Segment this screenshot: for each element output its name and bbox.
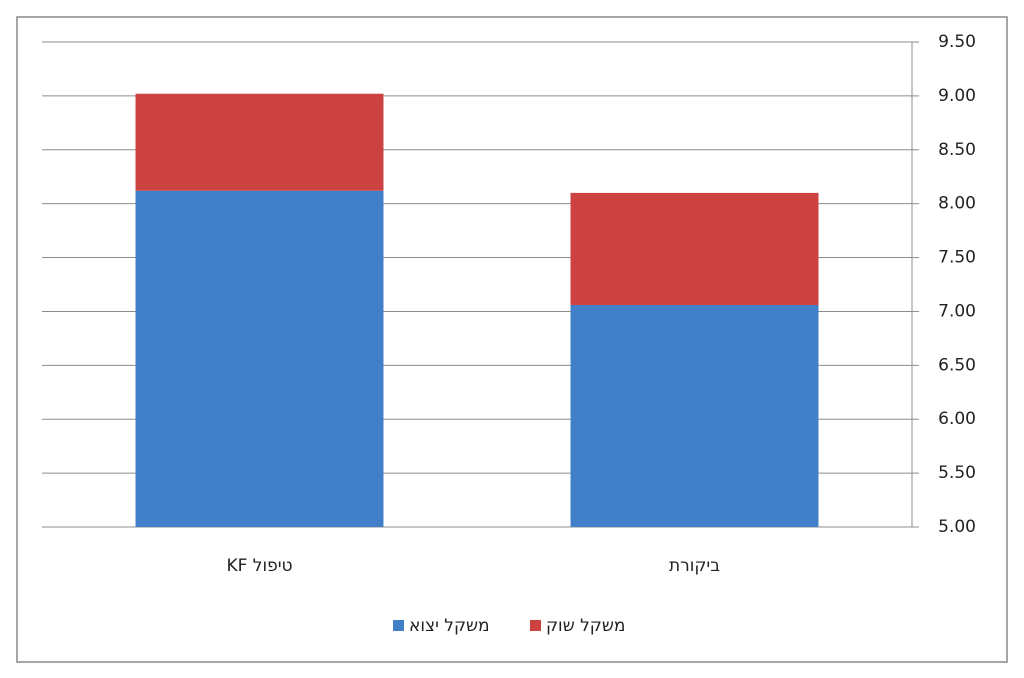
bar-segment — [135, 93, 384, 191]
y-tick-label: 9.50 — [938, 32, 976, 52]
y-tick-label: 6.00 — [938, 409, 976, 429]
y-tick-label: 5.00 — [938, 517, 976, 537]
y-tick-label: 8.50 — [938, 140, 976, 160]
y-tick-label: 8.00 — [938, 194, 976, 214]
legend-swatch — [393, 620, 404, 631]
bar-segment — [570, 304, 819, 527]
y-tick-label: 6.50 — [938, 355, 976, 375]
x-tick-label: ביקורת — [669, 556, 720, 576]
legend-label: משקל שוק — [546, 616, 625, 636]
bar-segment — [570, 192, 819, 305]
bar-segment — [135, 190, 384, 527]
y-tick-label: 5.50 — [938, 463, 976, 483]
x-tick-label: טיפול KF — [226, 556, 292, 576]
y-tick-label: 9.00 — [938, 86, 976, 106]
y-tick-label: 7.00 — [938, 301, 976, 321]
legend-swatch — [530, 620, 541, 631]
legend-label: משקל יצוא — [409, 616, 490, 636]
y-tick-label: 7.50 — [938, 248, 976, 268]
